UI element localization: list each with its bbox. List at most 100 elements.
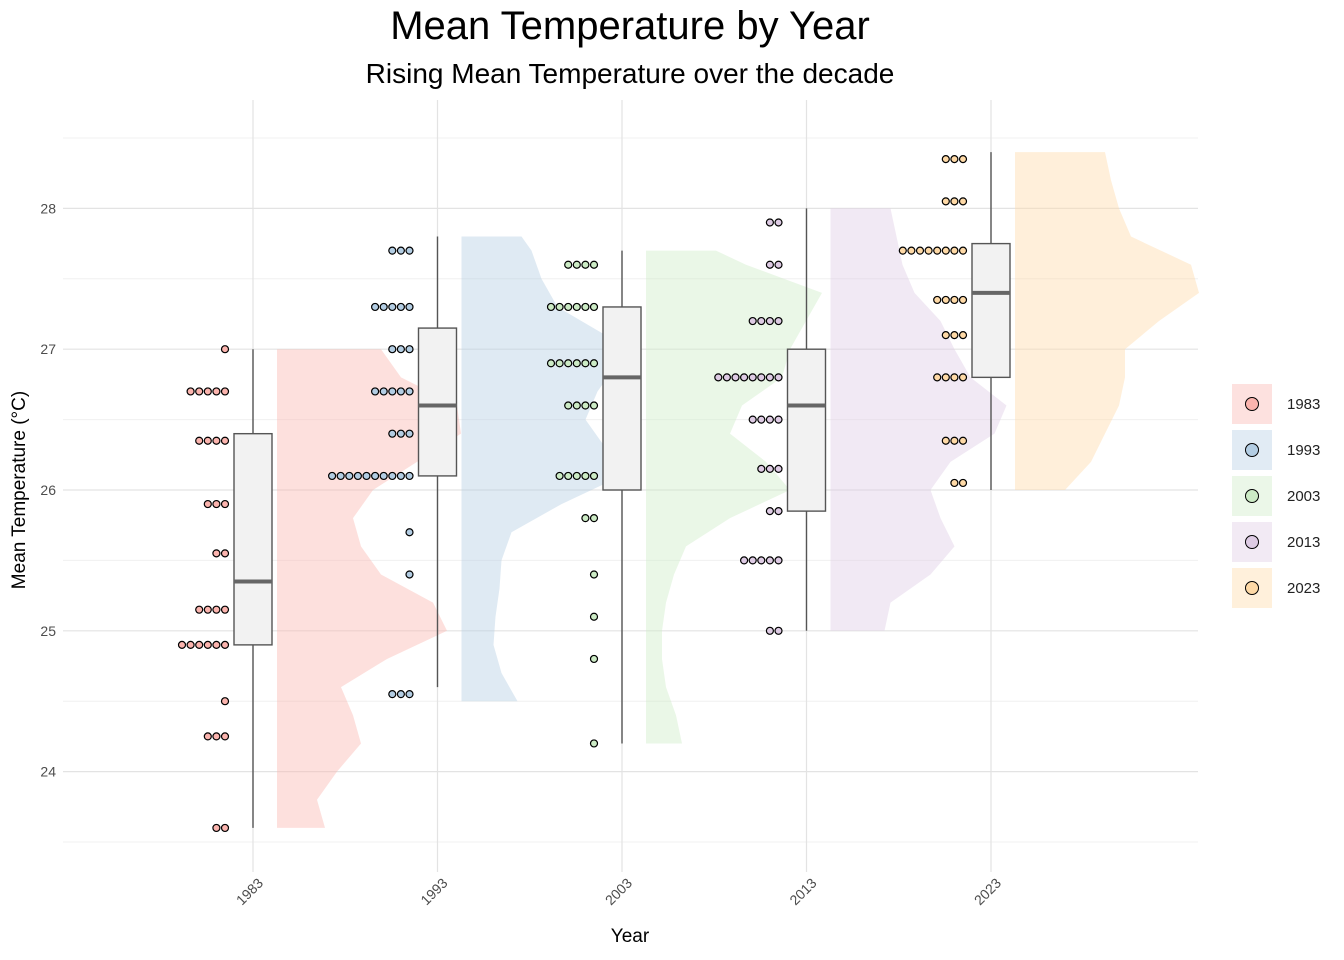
data-point-1993 — [379, 302, 388, 312]
data-point-2023 — [950, 373, 959, 382]
data-point-2013 — [774, 626, 783, 635]
data-point-1993 — [388, 429, 397, 438]
data-point-1983 — [220, 605, 230, 614]
data-point-2003 — [589, 260, 599, 269]
data-point-1983 — [203, 499, 212, 509]
data-point-2013 — [757, 373, 766, 382]
data-point-2013 — [774, 556, 783, 565]
density-2023 — [1015, 152, 1199, 490]
data-point-1983 — [195, 640, 204, 649]
legend-label: 2013 — [1287, 534, 1321, 551]
data-point-2023 — [941, 155, 950, 164]
data-point-2003 — [555, 471, 564, 481]
chart-title: Mean Temperature by Year — [390, 4, 870, 48]
data-point-2023 — [924, 246, 933, 255]
x-tick-label: 2013 — [786, 875, 819, 908]
data-point-1993 — [388, 471, 397, 481]
data-point-2023 — [950, 197, 959, 206]
legend-swatch-icon — [1245, 489, 1259, 503]
data-point-1993 — [405, 387, 414, 396]
data-point-2013 — [748, 316, 757, 326]
data-point-2003 — [555, 302, 564, 312]
data-point-1983 — [220, 345, 230, 354]
legend-swatch-icon — [1245, 443, 1259, 457]
data-point-2013 — [774, 218, 783, 227]
x-axis-label: Year — [610, 926, 650, 947]
x-tick-label: 1983 — [233, 875, 266, 908]
legend-label: 1983 — [1287, 396, 1321, 413]
data-point-1983 — [203, 387, 212, 396]
data-point-2023 — [941, 331, 950, 340]
box-2013 — [786, 348, 827, 512]
data-point-1993 — [396, 429, 405, 438]
data-point-2023 — [958, 246, 968, 255]
data-point-1983 — [203, 605, 212, 614]
data-point-2013 — [757, 556, 766, 565]
data-point-2023 — [941, 436, 950, 445]
data-point-2003 — [572, 260, 581, 269]
data-point-2013 — [765, 218, 775, 227]
data-point-2013 — [714, 373, 723, 382]
data-point-2003 — [546, 359, 556, 368]
y-tick-label: 24 — [40, 764, 56, 780]
x-tick-label: 1993 — [417, 875, 450, 908]
data-point-2003 — [555, 359, 564, 368]
data-point-2013 — [748, 415, 757, 424]
data-point-1993 — [388, 690, 397, 699]
data-point-1993 — [396, 345, 405, 354]
y-axis-label: Mean Temperature (°C) — [9, 390, 30, 590]
legend-swatch-icon — [1245, 397, 1259, 411]
data-point-2023 — [950, 436, 959, 445]
data-point-1993 — [405, 429, 414, 438]
data-point-2023 — [933, 246, 942, 255]
data-point-2023 — [941, 246, 950, 255]
data-point-2003 — [564, 471, 573, 481]
data-point-2023 — [933, 295, 942, 305]
data-point-2023 — [941, 373, 950, 382]
data-point-2003 — [581, 514, 590, 523]
data-point-1983 — [212, 499, 221, 509]
data-point-2013 — [774, 415, 783, 424]
data-point-2013 — [765, 464, 775, 473]
data-point-1983 — [195, 436, 204, 445]
data-point-2003 — [589, 401, 599, 410]
data-point-1993 — [362, 471, 371, 481]
data-point-2013 — [774, 464, 783, 473]
chart-subtitle: Rising Mean Temperature over the decade — [365, 58, 895, 89]
data-point-1993 — [336, 471, 345, 481]
data-point-2003 — [581, 359, 590, 368]
data-point-2023 — [898, 246, 907, 255]
data-point-2023 — [941, 295, 950, 305]
data-point-1993 — [396, 246, 405, 255]
data-point-2013 — [774, 507, 783, 516]
density-1993 — [461, 236, 622, 702]
data-point-2003 — [589, 570, 599, 579]
data-point-2013 — [757, 415, 766, 424]
data-point-2013 — [765, 316, 775, 326]
data-point-1983 — [177, 640, 187, 649]
data-point-2003 — [564, 359, 573, 368]
data-point-2003 — [572, 359, 581, 368]
data-point-1993 — [328, 471, 337, 481]
legend-key — [1232, 522, 1272, 562]
data-point-2013 — [722, 373, 732, 382]
data-point-1983 — [212, 823, 221, 833]
data-point-1983 — [220, 823, 230, 833]
legend-swatch-icon — [1245, 535, 1259, 549]
density-2013 — [830, 208, 1007, 631]
y-tick-label: 26 — [40, 482, 56, 498]
data-point-2023 — [958, 331, 968, 340]
data-point-2013 — [739, 373, 749, 382]
data-point-1983 — [220, 387, 230, 396]
data-point-2023 — [958, 155, 968, 164]
data-point-1983 — [220, 732, 230, 741]
data-point-2013 — [765, 507, 775, 516]
box-2023 — [971, 242, 1011, 379]
data-point-2003 — [572, 471, 581, 481]
data-point-2013 — [765, 626, 775, 635]
data-point-2023 — [958, 373, 968, 382]
data-point-1983 — [212, 436, 221, 445]
data-point-2003 — [564, 260, 573, 269]
data-point-1993 — [371, 387, 380, 396]
